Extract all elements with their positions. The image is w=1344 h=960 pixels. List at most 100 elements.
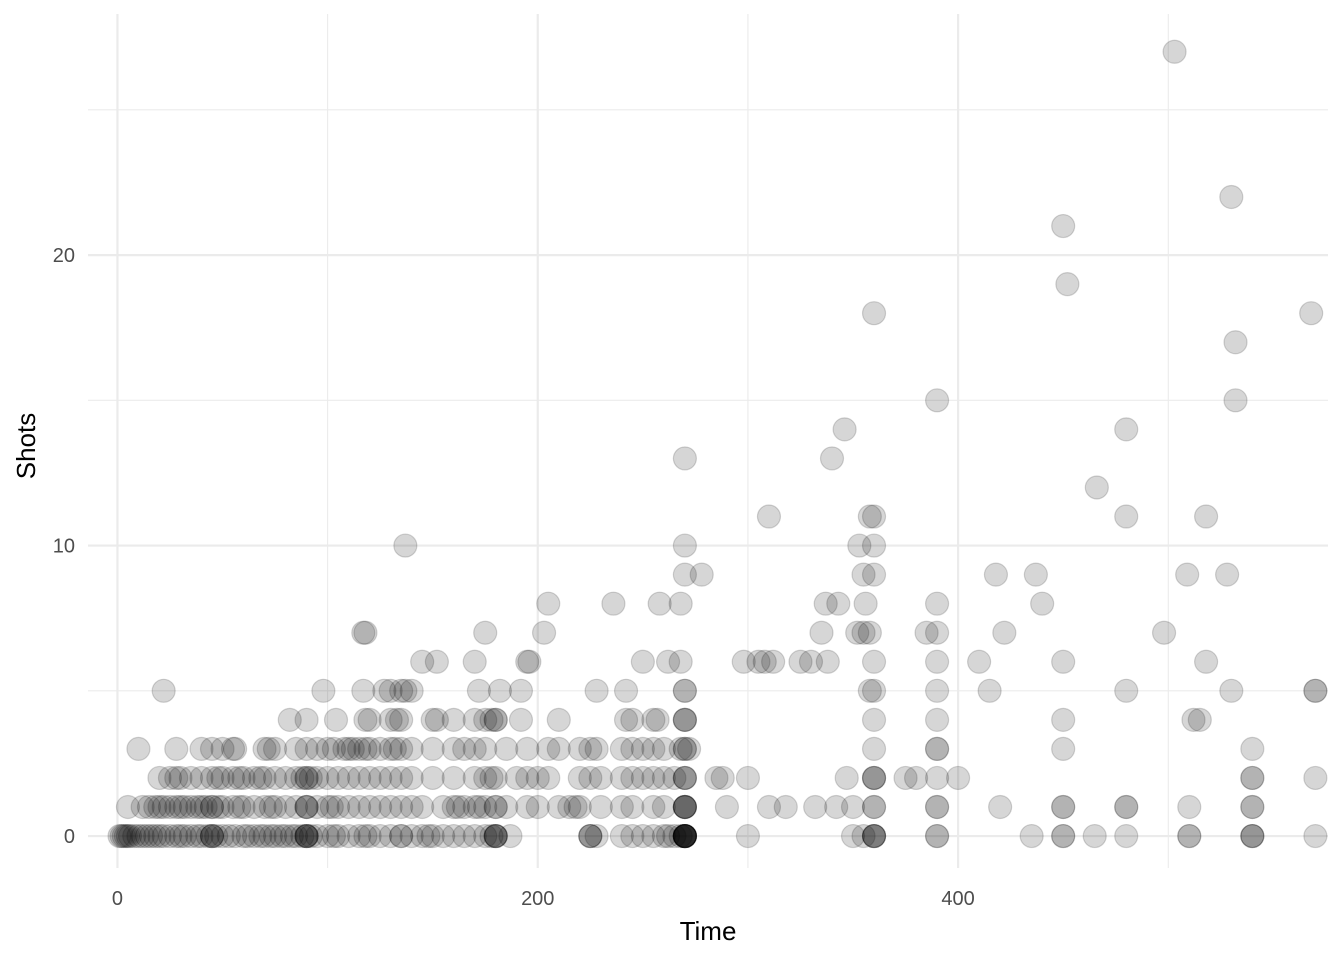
data-point bbox=[845, 620, 870, 645]
data-point bbox=[210, 823, 235, 849]
data-point bbox=[147, 765, 172, 791]
data-point bbox=[199, 765, 225, 791]
data-point bbox=[378, 765, 403, 791]
data-point bbox=[473, 823, 498, 849]
data-point bbox=[662, 765, 687, 791]
data-point bbox=[164, 794, 189, 820]
data-point bbox=[676, 736, 702, 762]
data-point bbox=[988, 794, 1013, 820]
data-point bbox=[279, 823, 304, 849]
data-point bbox=[546, 707, 571, 732]
data-point bbox=[347, 823, 372, 849]
data-point bbox=[1177, 823, 1202, 849]
data-point bbox=[861, 736, 887, 762]
data-point bbox=[227, 794, 252, 820]
data-point bbox=[1240, 794, 1265, 820]
data-point bbox=[294, 823, 319, 849]
data-point bbox=[613, 678, 639, 703]
data-point bbox=[672, 794, 697, 820]
data-point bbox=[441, 794, 466, 820]
data-point bbox=[336, 794, 361, 820]
data-point bbox=[1215, 562, 1240, 587]
data-point bbox=[283, 794, 309, 820]
data-point bbox=[185, 794, 210, 820]
data-point bbox=[111, 823, 136, 849]
data-point bbox=[1223, 330, 1248, 355]
data-point bbox=[420, 736, 445, 762]
data-point bbox=[861, 765, 887, 791]
data-point bbox=[326, 794, 351, 820]
data-point bbox=[277, 707, 302, 732]
data-point bbox=[351, 620, 376, 645]
data-point bbox=[567, 765, 592, 791]
data-point bbox=[368, 736, 393, 762]
data-point bbox=[672, 765, 697, 791]
data-point bbox=[819, 446, 845, 471]
data-point bbox=[185, 823, 210, 849]
data-point bbox=[641, 765, 666, 791]
y-tick-label: 0 bbox=[64, 826, 75, 848]
data-point bbox=[378, 823, 403, 849]
data-point bbox=[761, 649, 786, 674]
data-point bbox=[893, 765, 918, 791]
data-point bbox=[164, 765, 189, 791]
x-tick-labels: 0 200 400 bbox=[112, 888, 975, 910]
data-point bbox=[389, 794, 414, 820]
data-point bbox=[773, 794, 798, 820]
data-point bbox=[452, 794, 477, 820]
data-point bbox=[473, 794, 498, 820]
data-point bbox=[840, 794, 866, 820]
data-point bbox=[273, 823, 298, 849]
data-point bbox=[630, 736, 655, 762]
data-point bbox=[315, 823, 340, 849]
data-point bbox=[924, 388, 950, 413]
data-point bbox=[117, 823, 143, 849]
data-point bbox=[861, 707, 887, 732]
data-point bbox=[399, 765, 424, 791]
data-point bbox=[315, 765, 340, 791]
data-point bbox=[714, 794, 740, 820]
data-point bbox=[494, 794, 519, 820]
data-point bbox=[168, 823, 193, 849]
data-point bbox=[389, 823, 414, 849]
data-point bbox=[803, 794, 828, 820]
data-point bbox=[798, 649, 824, 674]
data-point bbox=[283, 736, 309, 762]
data-point bbox=[857, 504, 882, 529]
data-point bbox=[147, 794, 172, 820]
data-point bbox=[168, 765, 193, 791]
data-point bbox=[1030, 591, 1055, 616]
data-point bbox=[473, 620, 498, 645]
data-point bbox=[441, 707, 466, 732]
x-tick-label: 0 bbox=[112, 888, 123, 910]
data-point bbox=[977, 678, 1002, 703]
data-point bbox=[662, 823, 687, 849]
data-point bbox=[1175, 562, 1200, 587]
data-point bbox=[861, 533, 887, 558]
data-point bbox=[483, 707, 508, 732]
data-point bbox=[315, 794, 340, 820]
data-point bbox=[199, 823, 225, 849]
data-point bbox=[262, 736, 288, 762]
data-point bbox=[672, 823, 697, 849]
data-point bbox=[130, 794, 155, 820]
data-point bbox=[115, 823, 141, 849]
data-point bbox=[340, 736, 365, 762]
data-point bbox=[479, 765, 504, 791]
data-point bbox=[672, 736, 697, 762]
data-point bbox=[241, 765, 267, 791]
data-point bbox=[1051, 794, 1076, 820]
data-point bbox=[262, 765, 288, 791]
data-point bbox=[536, 765, 561, 791]
data-point bbox=[178, 765, 204, 791]
data-point bbox=[483, 707, 508, 732]
data-point bbox=[241, 823, 267, 849]
data-point bbox=[420, 707, 445, 732]
data-point bbox=[672, 707, 697, 732]
data-point bbox=[620, 765, 645, 791]
data-point bbox=[143, 794, 168, 820]
data-point bbox=[924, 591, 950, 616]
data-point bbox=[1240, 765, 1265, 791]
data-point bbox=[924, 794, 950, 820]
data-point bbox=[861, 301, 887, 326]
